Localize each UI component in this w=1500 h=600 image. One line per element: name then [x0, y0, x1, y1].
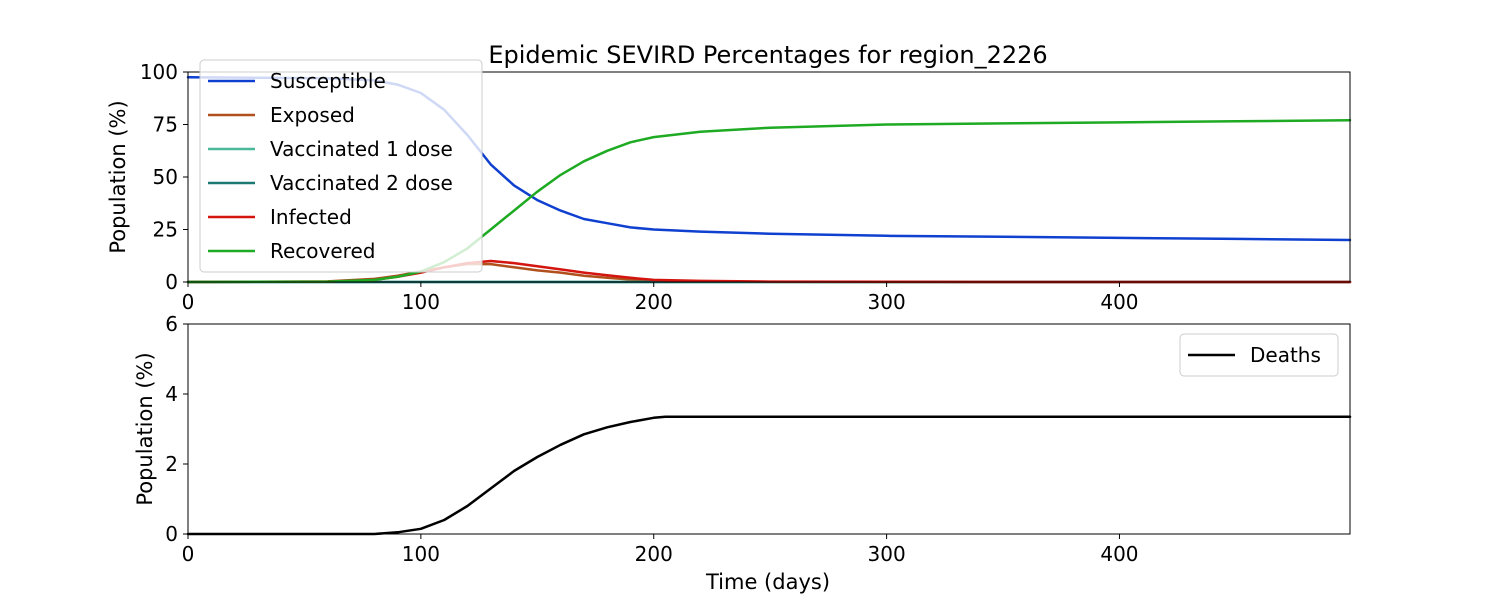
bottom-y-tick-label: 2: [165, 452, 178, 476]
x-axis-label: Time (days): [705, 570, 830, 594]
top-legend: Susceptible Exposed Vaccinated 1 dose Vacci…: [199, 59, 483, 273]
bottom-legend-box: [1179, 333, 1339, 377]
bottom-x-tick-label: 0: [182, 542, 195, 566]
top-x-tick-label: 0: [182, 290, 195, 314]
bottom-legend-label-deaths: Deaths: [1250, 343, 1321, 367]
top-legend-label-exposed: Exposed: [270, 103, 355, 127]
bottom-x-tick-label: 100: [402, 542, 440, 566]
top-y-tick-label: 0: [165, 270, 178, 294]
bottom-x-tick-label: 200: [635, 542, 673, 566]
top-axis-ticks: 0 100 200 300 400 0 25 50 75 100: [140, 60, 1139, 314]
top-legend-label-recovered: Recovered: [270, 239, 375, 263]
top-legend-box: [199, 59, 483, 273]
bottom-axis-ticks: 0 100 200 300 400 0 2 4 6: [165, 312, 1138, 566]
bottom-y-tick-label: 4: [165, 382, 178, 406]
bottom-legend: Deaths: [1179, 333, 1339, 377]
bottom-y-tick-label: 0: [165, 522, 178, 546]
top-y-tick-label: 50: [153, 165, 178, 189]
bottom-x-tick-label: 400: [1100, 542, 1138, 566]
top-y-tick-label: 25: [153, 218, 178, 242]
bottom-panel: 0 100 200 300 400 0 2 4 6 Population (%) Time (d…: [133, 312, 1352, 594]
chart-title: Epidemic SEVIRD Percentages for region_2…: [488, 41, 1047, 69]
bottom-line-deaths: [186, 415, 1352, 536]
top-panel: 0 100 200 300 400 0 25 50 75 100 Population (%) S…: [106, 59, 1352, 314]
top-legend-label-vaccinated-1-dose: Vaccinated 1 dose: [270, 137, 453, 161]
bottom-plot-frame: [187, 323, 1351, 535]
top-y-axis-label: Population (%): [106, 100, 130, 253]
bottom-y-tick-label: 6: [165, 312, 178, 336]
bottom-x-tick-label: 300: [868, 542, 906, 566]
top-x-tick-label: 400: [1100, 290, 1138, 314]
top-x-tick-label: 300: [868, 290, 906, 314]
bottom-y-axis-label: Population (%): [133, 352, 157, 505]
top-legend-label-vaccinated-2-dose: Vaccinated 2 dose: [270, 171, 453, 195]
top-y-tick-label: 100: [140, 60, 178, 84]
bottom-series-group: [186, 415, 1352, 536]
top-x-tick-label: 200: [635, 290, 673, 314]
top-y-tick-label: 75: [153, 113, 178, 137]
top-line-recovered: [186, 119, 1352, 284]
top-legend-label-infected: Infected: [270, 205, 352, 229]
top-legend-label-susceptible: Susceptible: [270, 69, 386, 93]
top-x-tick-label: 100: [402, 290, 440, 314]
